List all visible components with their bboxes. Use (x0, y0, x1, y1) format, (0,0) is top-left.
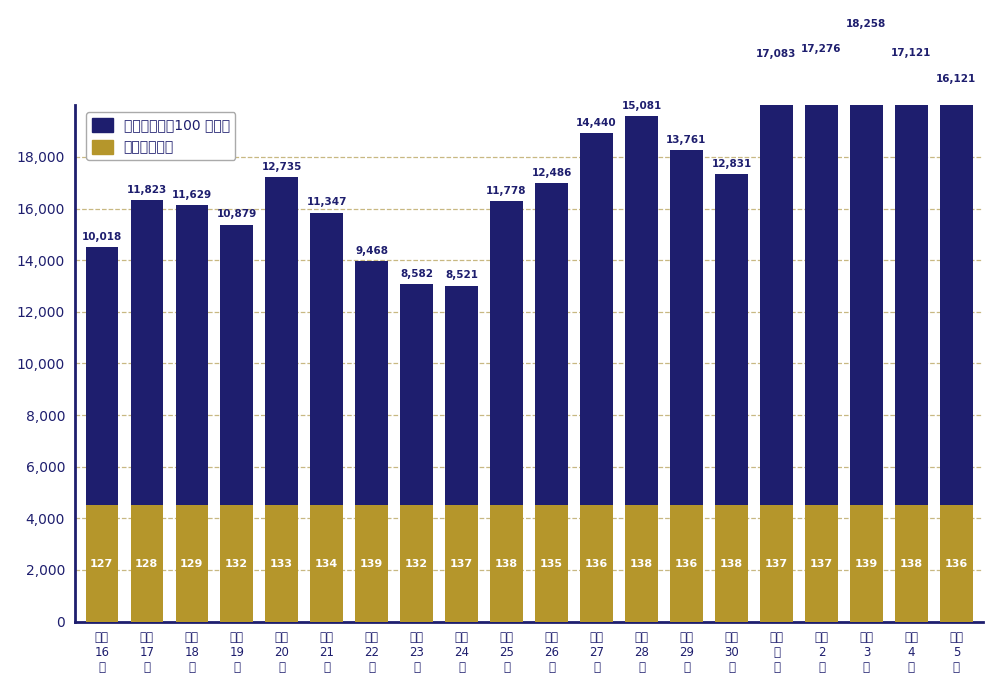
Bar (625, 505, 658, 622)
Bar (895, 505, 928, 622)
Bar (131, 505, 163, 622)
Text: 138: 138 (720, 558, 743, 569)
Bar (265, 505, 298, 622)
Text: 139: 139 (360, 558, 383, 569)
Bar (580, 505, 613, 622)
Text: 137: 137 (810, 558, 833, 569)
Text: 138: 138 (900, 558, 923, 569)
Text: 139: 139 (855, 558, 878, 569)
Text: 132: 132 (405, 558, 428, 569)
Bar (310, 213, 343, 505)
Text: 17,121: 17,121 (891, 48, 932, 58)
Text: 18,258: 18,258 (846, 19, 887, 29)
Text: 127: 127 (90, 558, 113, 569)
Bar (445, 285, 478, 505)
Text: 12,831: 12,831 (711, 159, 752, 169)
Bar (895, 64, 928, 505)
Text: 135: 135 (540, 558, 563, 569)
Bar (715, 174, 748, 505)
Text: 15,081: 15,081 (621, 101, 662, 111)
Bar (220, 225, 253, 505)
Text: 136: 136 (945, 558, 968, 569)
Text: 8,582: 8,582 (400, 269, 433, 278)
Bar (400, 505, 433, 622)
Text: 17,083: 17,083 (756, 49, 797, 59)
Text: 12,486: 12,486 (531, 168, 572, 178)
Bar (445, 505, 478, 622)
Bar (940, 89, 973, 505)
Bar (805, 505, 838, 622)
Bar (760, 64, 793, 505)
Text: 137: 137 (450, 558, 473, 569)
Text: 9,468: 9,468 (355, 246, 388, 256)
Text: 132: 132 (225, 558, 248, 569)
Text: 137: 137 (765, 558, 788, 569)
Bar (490, 202, 523, 505)
Bar (850, 505, 883, 622)
Text: 16,121: 16,121 (936, 74, 976, 84)
Text: 17,276: 17,276 (801, 44, 842, 55)
Text: 11,347: 11,347 (306, 198, 347, 207)
Bar (86, 247, 118, 505)
Text: 138: 138 (630, 558, 653, 569)
Legend: 完成工事高（100 万円）, 社員数（人）: 完成工事高（100 万円）, 社員数（人） (86, 113, 235, 160)
Bar (490, 505, 523, 622)
Bar (760, 505, 793, 622)
Text: 11,823: 11,823 (127, 185, 167, 195)
Text: 10,018: 10,018 (82, 231, 122, 242)
Bar (805, 59, 838, 505)
Text: 129: 129 (180, 558, 203, 569)
Bar (86, 505, 118, 622)
Bar (670, 505, 703, 622)
Bar (131, 200, 163, 505)
Bar (850, 34, 883, 505)
Text: 10,879: 10,879 (217, 209, 257, 220)
Text: 11,778: 11,778 (486, 187, 527, 196)
Bar (176, 505, 208, 622)
Bar (265, 177, 298, 505)
Bar (355, 505, 388, 622)
Bar (940, 505, 973, 622)
Bar (535, 183, 568, 505)
Text: 133: 133 (270, 558, 293, 569)
Bar (355, 261, 388, 505)
Text: 136: 136 (585, 558, 608, 569)
Text: 138: 138 (495, 558, 518, 569)
Bar (400, 284, 433, 505)
Text: 8,521: 8,521 (445, 270, 478, 281)
Text: 136: 136 (675, 558, 698, 569)
Bar (580, 133, 613, 505)
Bar (535, 505, 568, 622)
Bar (220, 505, 253, 622)
Text: 11,629: 11,629 (172, 190, 212, 200)
Text: 12,735: 12,735 (261, 162, 302, 171)
Bar (176, 205, 208, 505)
Text: 14,440: 14,440 (576, 117, 617, 128)
Bar (715, 505, 748, 622)
Bar (670, 150, 703, 505)
Bar (310, 505, 343, 622)
Text: 134: 134 (315, 558, 338, 569)
Text: 13,761: 13,761 (666, 135, 707, 145)
Text: 128: 128 (135, 558, 158, 569)
Bar (625, 116, 658, 505)
